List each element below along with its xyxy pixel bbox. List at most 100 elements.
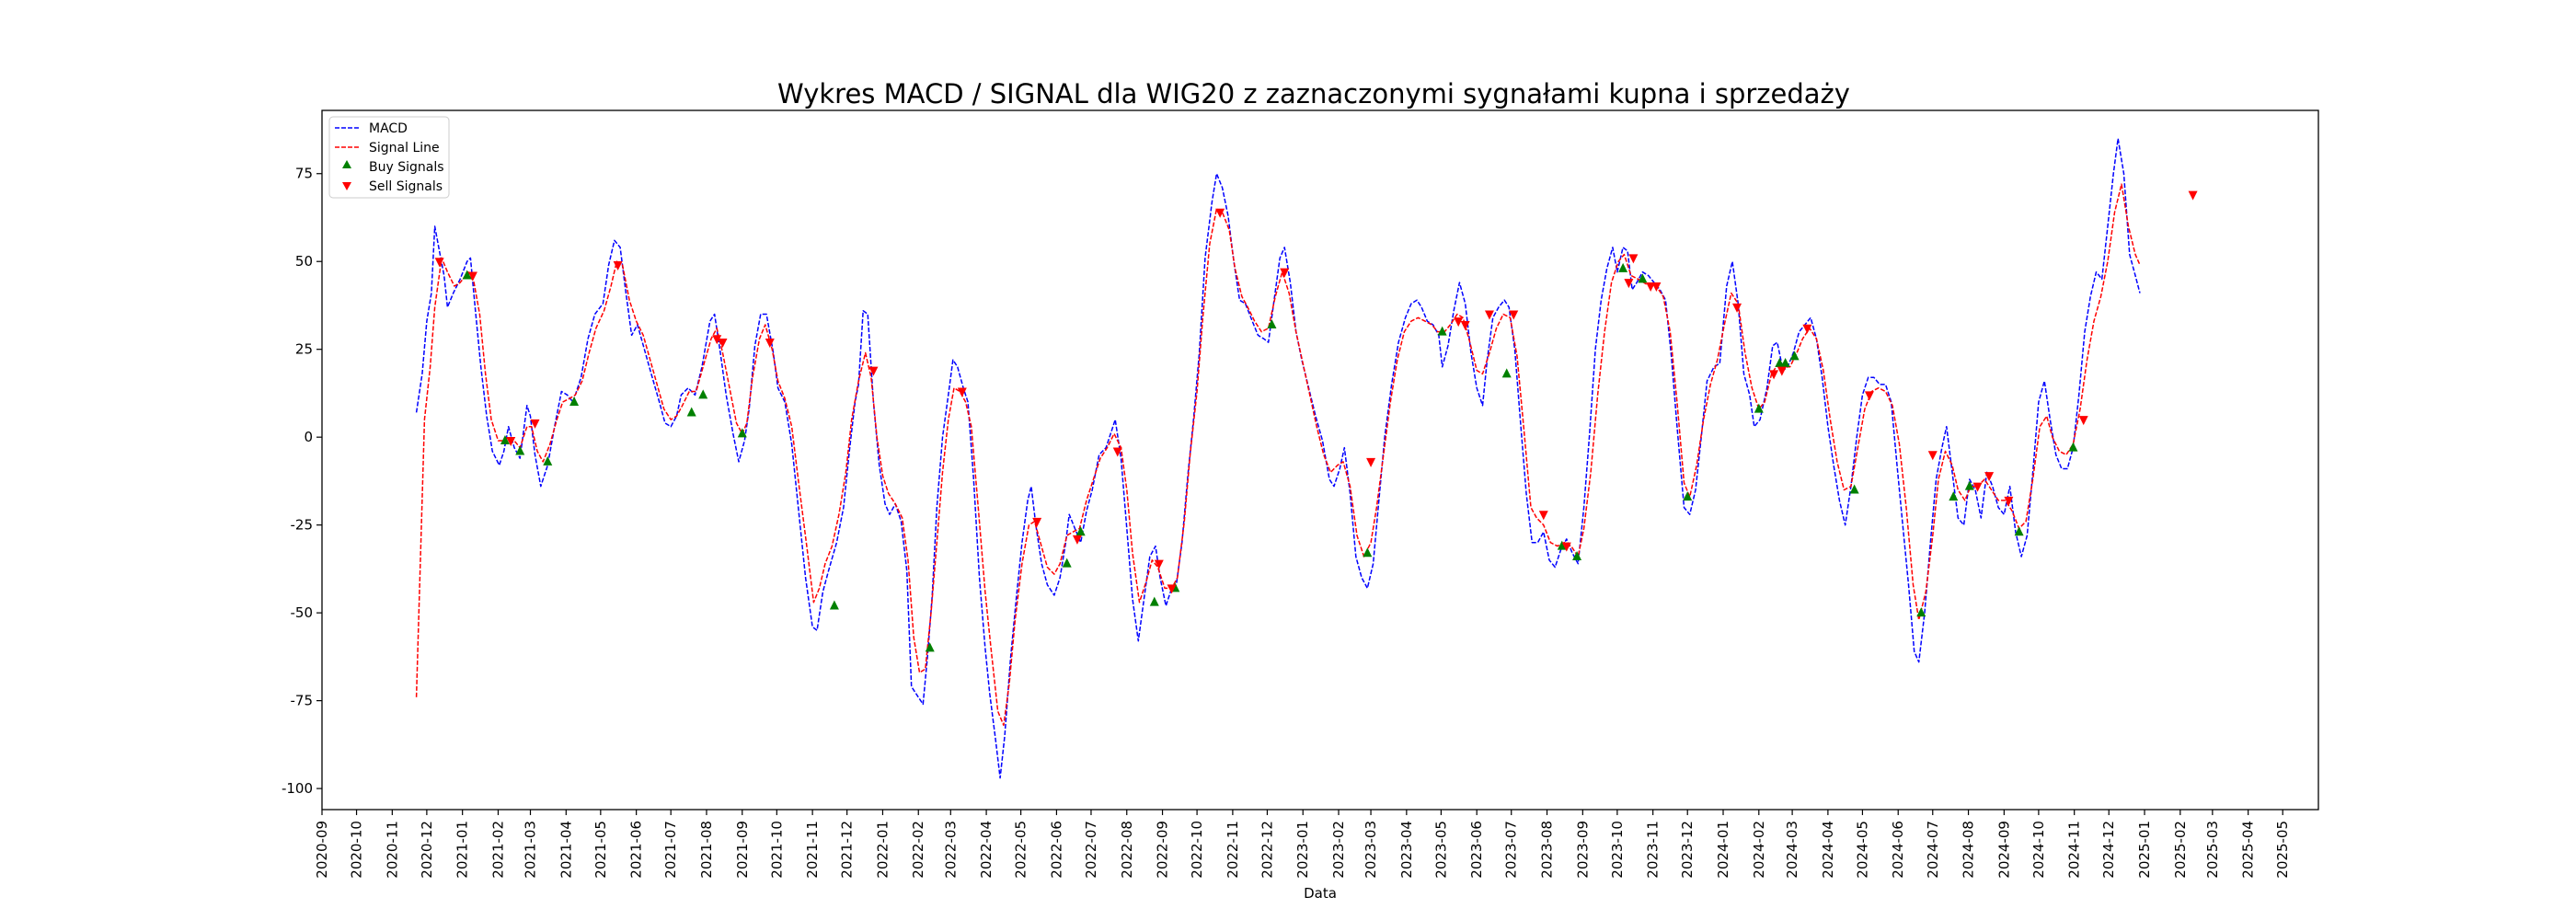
- legend-sell-label: Sell Signals: [369, 179, 443, 194]
- sell-signal-marker: [1072, 535, 1082, 545]
- x-tick-label: 2022-08: [1119, 821, 1135, 879]
- x-axis-title: Data: [1304, 885, 1337, 902]
- sell-signal-marker: [1927, 451, 1938, 461]
- sell-signal-marker: [1624, 279, 1634, 289]
- sell-signal-marker: [434, 258, 444, 268]
- x-tick-label: 2024-03: [1784, 821, 1800, 879]
- sell-signal-marker: [765, 339, 775, 349]
- x-tick-label: 2025-03: [2204, 821, 2221, 879]
- sell-signal-marker: [1864, 391, 1874, 401]
- x-tick-label: 2022-04: [978, 821, 995, 879]
- buy-signal-marker: [1062, 558, 1072, 568]
- x-tick-label: 2024-11: [2066, 821, 2083, 879]
- buy-signal-marker: [543, 455, 553, 466]
- buy-signal-marker: [1437, 326, 1447, 336]
- sell-signal-marker: [1732, 303, 1742, 313]
- x-tick-label: 2023-11: [1645, 821, 1662, 879]
- x-tick-label: 2025-02: [2172, 821, 2189, 879]
- buy-signal-marker: [515, 445, 525, 455]
- x-tick-label: 2023-08: [1539, 821, 1556, 879]
- x-tick-label: 2022-02: [910, 821, 926, 879]
- buy-signal-marker: [737, 428, 747, 438]
- x-tick-label: 2021-08: [698, 821, 715, 879]
- buy-signal-marker: [1849, 484, 1859, 494]
- x-tick-label: 2023-05: [1432, 821, 1449, 879]
- buy-signal-marker: [1789, 351, 1800, 361]
- sell-signal-marker: [1032, 517, 1042, 527]
- sell-signal-marker: [467, 271, 477, 282]
- x-tick-label: 2024-10: [2030, 821, 2047, 879]
- sell-signal-marker: [1769, 370, 1779, 380]
- sell-signal-marker: [1651, 282, 1662, 292]
- x-tick-label: 2021-10: [768, 821, 785, 879]
- sell-signal-marker: [506, 436, 516, 446]
- x-tick-label: 2024-06: [1890, 821, 1906, 879]
- buy-signal-marker: [829, 600, 839, 610]
- y-tick-label: 50: [295, 253, 313, 270]
- x-tick-label: 2022-09: [1155, 821, 1171, 879]
- x-tick-label: 2023-12: [1679, 821, 1696, 879]
- x-tick-label: 2024-07: [1925, 821, 1941, 879]
- x-tick-label: 2021-11: [804, 821, 821, 879]
- legend-buy-label: Buy Signals: [369, 160, 444, 175]
- buy-signal-marker: [1916, 607, 1926, 617]
- sell-signal-marker: [1972, 482, 1983, 492]
- sell-signal-marker: [530, 419, 540, 429]
- x-tick-label: 2023-02: [1330, 821, 1347, 879]
- x-tick-label: 2025-01: [2136, 821, 2153, 879]
- sell-signal-marker: [1646, 282, 1656, 292]
- macd-line: [415, 137, 2141, 779]
- y-tick-label: 0: [304, 429, 313, 445]
- y-tick-label: -75: [291, 693, 314, 709]
- y-tick-label: -50: [291, 604, 314, 621]
- x-tick-label: 2022-01: [874, 821, 891, 879]
- sell-signal-marker: [1167, 584, 1177, 594]
- legend-sell-marker: [342, 182, 351, 190]
- x-tick-label: 2022-11: [1225, 821, 1241, 879]
- x-tick-label: 2020-11: [384, 821, 400, 879]
- buy-signal-marker: [462, 270, 472, 280]
- sell-signal-marker: [712, 335, 722, 345]
- x-tick-label: 2020-10: [349, 821, 365, 879]
- sell-signal-marker: [1366, 457, 1376, 467]
- sell-signal-marker: [1215, 208, 1225, 218]
- x-tick-label: 2023-06: [1468, 821, 1485, 879]
- axes: -100 -75 -50 -25 0 25 50 75 2020-09 2020-10 2020-1…: [282, 166, 2291, 879]
- plot-area: [415, 137, 2198, 779]
- buy-signal-marker: [1501, 368, 1512, 378]
- x-tick-label: 2021-02: [489, 821, 506, 879]
- chart-title: Wykres MACD / SIGNAL dla WIG20 z zaznacz…: [777, 78, 1850, 109]
- x-tick-label: 2023-03: [1363, 821, 1379, 879]
- buy-signal-marker: [1149, 596, 1159, 606]
- sell-signal-marker: [2078, 416, 2088, 426]
- buy-signal-marker: [2068, 442, 2078, 452]
- sell-signal-marker: [1154, 559, 1164, 569]
- y-tick-label: 75: [295, 166, 313, 182]
- y-tick-label: 25: [295, 341, 313, 358]
- legend: MACD Signal Line Buy Signals Sell Signal…: [328, 116, 450, 199]
- x-tick-label: 2022-10: [1189, 821, 1205, 879]
- buy-signal-marker: [1557, 540, 1567, 550]
- y-tick-label: -100: [282, 780, 313, 797]
- x-tick-label: 2023-10: [1609, 821, 1626, 879]
- sell-signal-marker: [718, 339, 728, 349]
- buy-signal-marker: [686, 407, 696, 417]
- x-tick-label: 2021-09: [734, 821, 751, 879]
- buy-signal-marker: [1949, 491, 1959, 501]
- buy-signal-marker: [698, 389, 708, 399]
- buy-signal-marker: [500, 434, 510, 444]
- legend-macd-label: MACD: [369, 121, 408, 136]
- buy-signal-marker: [1964, 480, 1974, 490]
- sell-signal-marker: [1984, 472, 1995, 482]
- x-tick-label: 2021-06: [628, 821, 645, 879]
- x-tick-label: 2020-09: [314, 821, 330, 879]
- legend-signal-label: Signal Line: [369, 141, 440, 155]
- plot-frame: [321, 109, 2319, 811]
- x-tick-label: 2021-03: [523, 821, 539, 879]
- sell-signal-marker: [1112, 447, 1122, 457]
- sell-signal-marker: [1280, 268, 1290, 278]
- x-tick-label: 2023-04: [1398, 821, 1415, 879]
- sell-signal-marker: [1802, 324, 1812, 334]
- x-tick-label: 2024-01: [1715, 821, 1731, 879]
- x-tick-label: 2022-05: [1013, 821, 1029, 879]
